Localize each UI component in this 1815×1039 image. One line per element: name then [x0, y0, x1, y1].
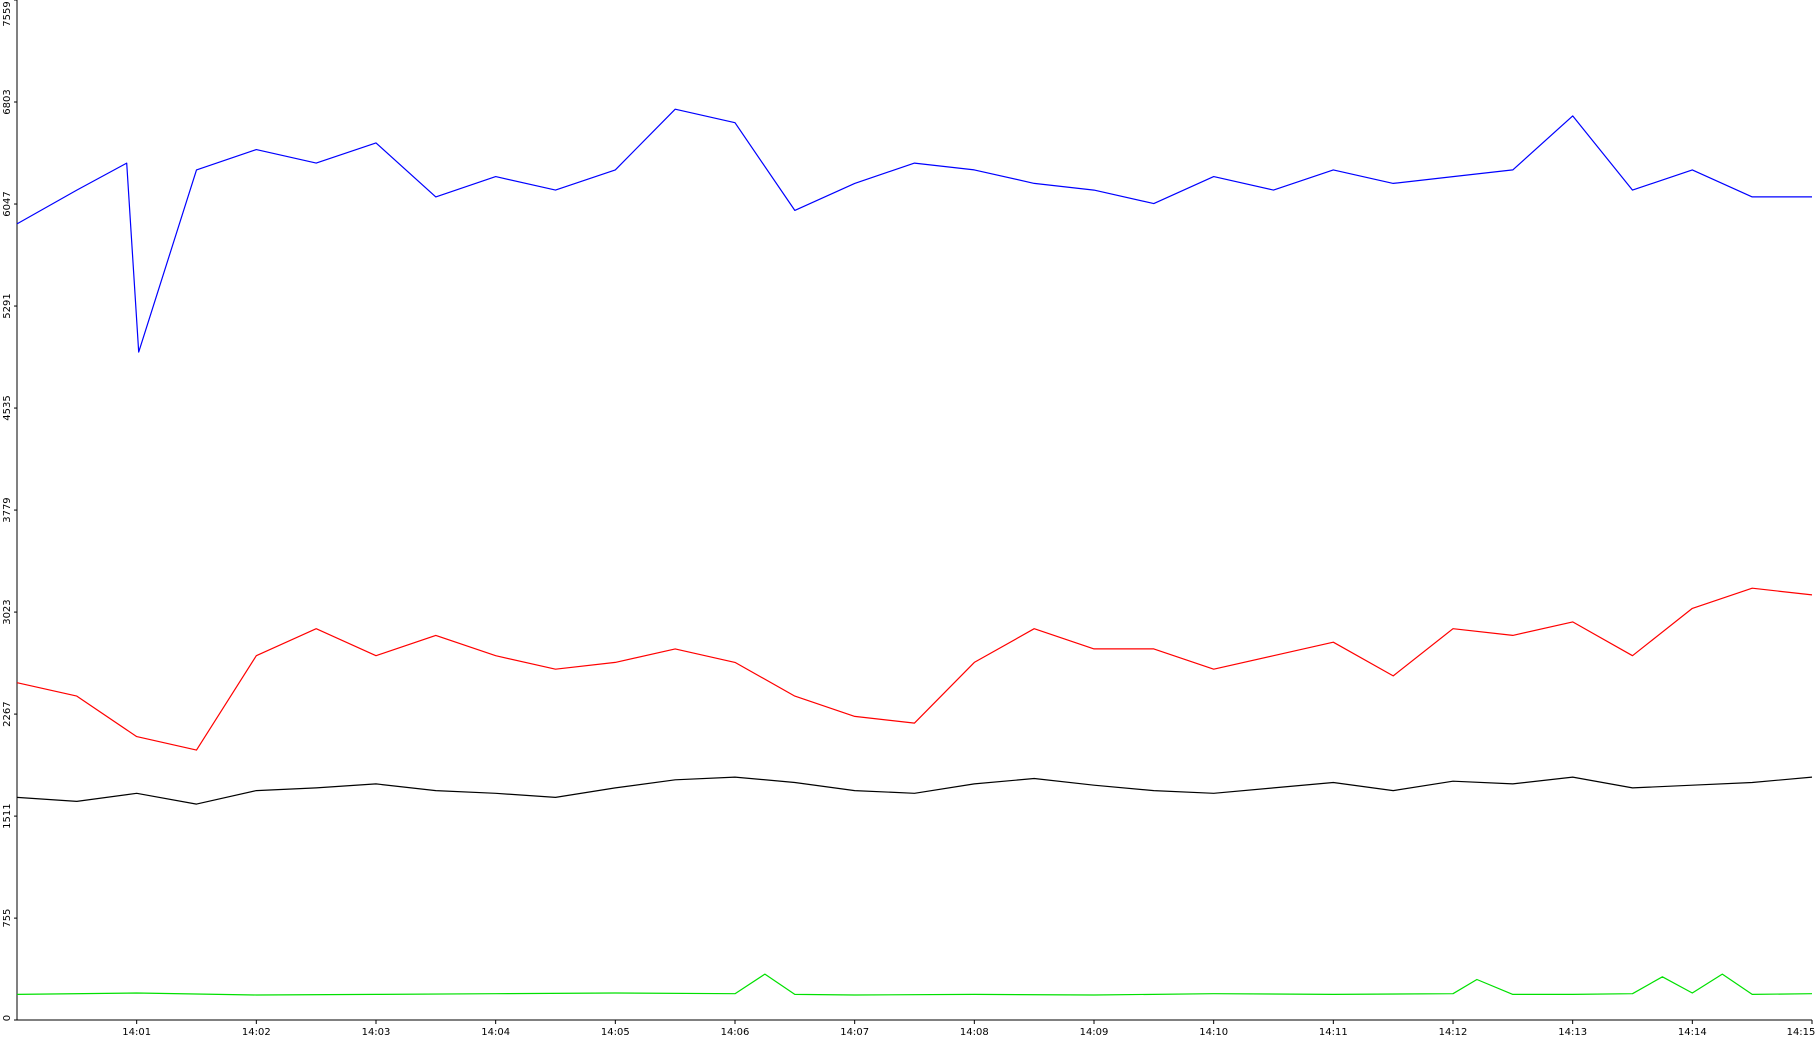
- y-tick-label: 6803: [2, 89, 13, 114]
- x-tick-label: 14:07: [840, 1027, 869, 1038]
- x-tick-label: 14:02: [242, 1027, 271, 1038]
- series-line-2: [16, 776, 1813, 805]
- x-tick-label: 14:13: [1558, 1027, 1587, 1038]
- x-tick-label: 14:14: [1678, 1027, 1707, 1038]
- y-tick-label: 0: [2, 1015, 13, 1021]
- y-tick-label: 4535: [2, 395, 13, 420]
- series-line-3: [16, 973, 1813, 996]
- y-tick-label: 1511: [2, 803, 13, 828]
- x-tick-label: 14:15: [1787, 1027, 1815, 1038]
- x-tick-label: 14:01: [122, 1027, 151, 1038]
- x-tick-label: 14:09: [1080, 1027, 1109, 1038]
- x-tick-label: 14:06: [721, 1027, 750, 1038]
- x-tick-label: 14:12: [1439, 1027, 1468, 1038]
- x-tick-label: 14:03: [362, 1027, 391, 1038]
- y-tick-label: 3023: [2, 599, 13, 624]
- series-line-0: [16, 108, 1812, 353]
- x-tick-label: 14:05: [601, 1027, 630, 1038]
- x-tick-label: 14:11: [1319, 1027, 1348, 1038]
- y-tick-label: 7559: [2, 1, 13, 26]
- x-tick-label: 14:10: [1199, 1027, 1228, 1038]
- y-tick-label: 755: [2, 909, 13, 928]
- y-tick-label: 2267: [2, 701, 13, 726]
- y-tick-label: 3779: [2, 497, 13, 522]
- x-tick-label: 14:08: [960, 1027, 989, 1038]
- series-line-1: [16, 587, 1813, 751]
- x-tick-label: 14:04: [481, 1027, 510, 1038]
- y-tick-label: 6047: [2, 191, 13, 216]
- y-tick-label: 5291: [2, 293, 13, 318]
